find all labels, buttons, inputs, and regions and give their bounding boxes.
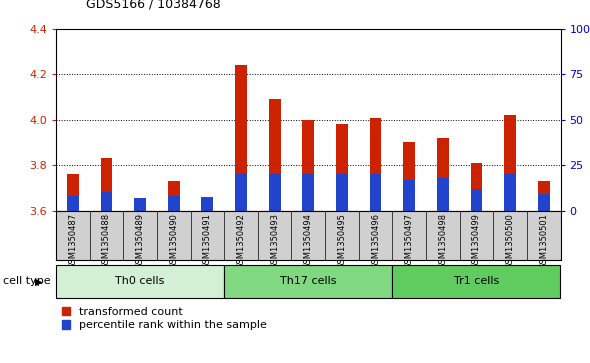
Bar: [404, 142, 415, 211]
Text: GSM1350488: GSM1350488: [102, 213, 111, 269]
Bar: [303, 120, 314, 211]
Bar: [235, 174, 247, 211]
Text: cell type: cell type: [3, 276, 51, 286]
Bar: [269, 99, 280, 211]
Text: GSM1350490: GSM1350490: [169, 213, 178, 269]
Legend: transformed count, percentile rank within the sample: transformed count, percentile rank withi…: [61, 307, 267, 330]
Text: Th0 cells: Th0 cells: [116, 276, 165, 286]
Text: GSM1350496: GSM1350496: [371, 213, 380, 269]
Text: GSM1350491: GSM1350491: [203, 213, 212, 269]
Bar: [168, 181, 179, 211]
Bar: [67, 196, 78, 211]
Bar: [437, 178, 448, 211]
Bar: [269, 174, 280, 211]
FancyBboxPatch shape: [56, 265, 224, 298]
Bar: [202, 198, 213, 211]
Text: GSM1350495: GSM1350495: [337, 213, 346, 269]
Text: GSM1350497: GSM1350497: [405, 213, 414, 269]
Bar: [135, 199, 146, 211]
Text: GSM1350499: GSM1350499: [472, 213, 481, 269]
Text: GSM1350498: GSM1350498: [438, 213, 447, 269]
Text: GSM1350489: GSM1350489: [136, 213, 145, 269]
Bar: [101, 192, 112, 211]
Bar: [168, 196, 179, 211]
Bar: [404, 180, 415, 211]
Text: GSM1350492: GSM1350492: [237, 213, 245, 269]
Text: Th17 cells: Th17 cells: [280, 276, 336, 286]
FancyBboxPatch shape: [224, 265, 392, 298]
Text: GDS5166 / 10384768: GDS5166 / 10384768: [86, 0, 220, 11]
Bar: [235, 65, 247, 211]
Bar: [538, 194, 549, 211]
Text: GSM1350501: GSM1350501: [539, 213, 548, 269]
Text: GSM1350493: GSM1350493: [270, 213, 279, 269]
FancyBboxPatch shape: [392, 265, 560, 298]
Text: ▶: ▶: [35, 276, 43, 286]
Text: GSM1350494: GSM1350494: [304, 213, 313, 269]
Bar: [67, 174, 78, 211]
Bar: [504, 115, 516, 211]
Bar: [370, 118, 381, 211]
Bar: [135, 198, 146, 211]
Bar: [370, 174, 381, 211]
Bar: [336, 124, 348, 211]
Bar: [538, 181, 549, 211]
Text: GSM1350487: GSM1350487: [68, 213, 77, 269]
Bar: [202, 197, 213, 211]
Bar: [303, 174, 314, 211]
Bar: [504, 174, 516, 211]
Bar: [336, 174, 348, 211]
Bar: [101, 158, 112, 211]
Text: GSM1350500: GSM1350500: [506, 213, 514, 269]
Bar: [471, 163, 482, 211]
Text: Tr1 cells: Tr1 cells: [454, 276, 499, 286]
Bar: [471, 189, 482, 211]
Bar: [437, 138, 448, 211]
